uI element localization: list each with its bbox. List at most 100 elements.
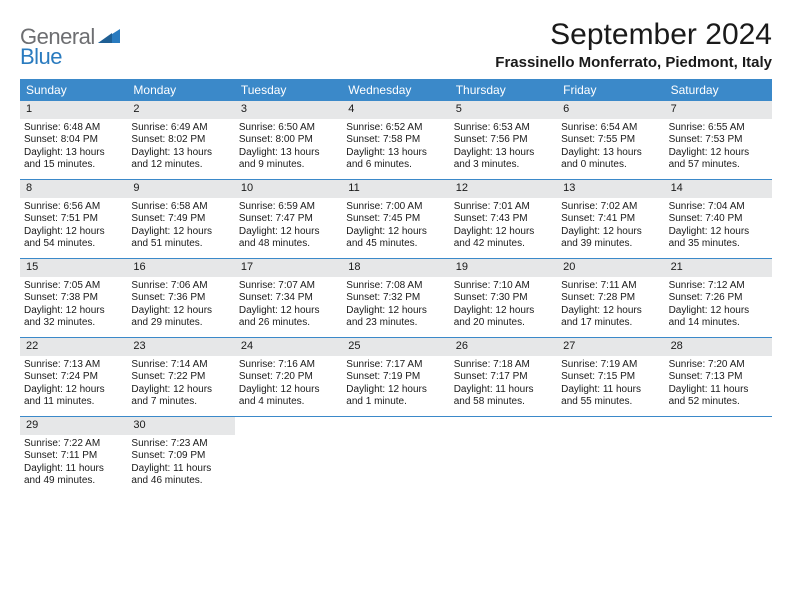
daylight-text: Daylight: 12 hours xyxy=(346,305,445,318)
daylight-text: and 0 minutes. xyxy=(561,159,660,172)
daylight-text: Daylight: 13 hours xyxy=(454,147,553,160)
day-number: 17 xyxy=(235,259,342,277)
header: General September 2024 Frassinello Monfe… xyxy=(20,18,772,71)
day-number: 23 xyxy=(127,338,234,356)
sunset-text: Sunset: 7:38 PM xyxy=(24,292,123,305)
day-cell: 5Sunrise: 6:53 AMSunset: 7:56 PMDaylight… xyxy=(450,101,557,179)
daylight-text: Daylight: 12 hours xyxy=(24,226,123,239)
daylight-text: Daylight: 12 hours xyxy=(239,384,338,397)
day-number: 24 xyxy=(235,338,342,356)
day-cell: 18Sunrise: 7:08 AMSunset: 7:32 PMDayligh… xyxy=(342,259,449,337)
day-cell: 1Sunrise: 6:48 AMSunset: 8:04 PMDaylight… xyxy=(20,101,127,179)
day-number: 27 xyxy=(557,338,664,356)
sunset-text: Sunset: 7:09 PM xyxy=(131,450,230,463)
daylight-text: and 17 minutes. xyxy=(561,317,660,330)
daylight-text: Daylight: 12 hours xyxy=(454,226,553,239)
sunset-text: Sunset: 7:26 PM xyxy=(669,292,768,305)
sunrise-text: Sunrise: 7:22 AM xyxy=(24,438,123,451)
sunrise-text: Sunrise: 6:56 AM xyxy=(24,201,123,214)
daylight-text: Daylight: 12 hours xyxy=(669,147,768,160)
day-number: 6 xyxy=(557,101,664,119)
sunset-text: Sunset: 7:34 PM xyxy=(239,292,338,305)
sunset-text: Sunset: 7:56 PM xyxy=(454,134,553,147)
sunset-text: Sunset: 7:22 PM xyxy=(131,371,230,384)
daylight-text: and 32 minutes. xyxy=(24,317,123,330)
dayname: Thursday xyxy=(450,79,557,101)
daylight-text: and 35 minutes. xyxy=(669,238,768,251)
daylight-text: and 4 minutes. xyxy=(239,396,338,409)
day-cell: 4Sunrise: 6:52 AMSunset: 7:58 PMDaylight… xyxy=(342,101,449,179)
daylight-text: Daylight: 12 hours xyxy=(669,226,768,239)
daylight-text: and 48 minutes. xyxy=(239,238,338,251)
day-cell: 2Sunrise: 6:49 AMSunset: 8:02 PMDaylight… xyxy=(127,101,234,179)
empty-cell xyxy=(450,417,557,495)
day-cell: 28Sunrise: 7:20 AMSunset: 7:13 PMDayligh… xyxy=(665,338,772,416)
day-number: 29 xyxy=(20,417,127,435)
location: Frassinello Monferrato, Piedmont, Italy xyxy=(495,54,772,71)
day-cell: 25Sunrise: 7:17 AMSunset: 7:19 PMDayligh… xyxy=(342,338,449,416)
sunset-text: Sunset: 7:19 PM xyxy=(346,371,445,384)
sunrise-text: Sunrise: 7:08 AM xyxy=(346,280,445,293)
sunrise-text: Sunrise: 6:48 AM xyxy=(24,122,123,135)
daylight-text: Daylight: 11 hours xyxy=(131,463,230,476)
daylight-text: Daylight: 13 hours xyxy=(239,147,338,160)
sunrise-text: Sunrise: 6:58 AM xyxy=(131,201,230,214)
empty-cell xyxy=(342,417,449,495)
sunrise-text: Sunrise: 7:14 AM xyxy=(131,359,230,372)
daylight-text: Daylight: 12 hours xyxy=(131,226,230,239)
daylight-text: and 54 minutes. xyxy=(24,238,123,251)
sunrise-text: Sunrise: 7:19 AM xyxy=(561,359,660,372)
daylight-text: Daylight: 12 hours xyxy=(24,305,123,318)
dayname: Monday xyxy=(127,79,234,101)
daylight-text: and 49 minutes. xyxy=(24,475,123,488)
dayname: Sunday xyxy=(20,79,127,101)
day-cell: 13Sunrise: 7:02 AMSunset: 7:41 PMDayligh… xyxy=(557,180,664,258)
daylight-text: Daylight: 12 hours xyxy=(131,305,230,318)
sunset-text: Sunset: 8:04 PM xyxy=(24,134,123,147)
sunrise-text: Sunrise: 7:04 AM xyxy=(669,201,768,214)
sunrise-text: Sunrise: 7:07 AM xyxy=(239,280,338,293)
daylight-text: and 12 minutes. xyxy=(131,159,230,172)
daylight-text: and 6 minutes. xyxy=(346,159,445,172)
sunrise-text: Sunrise: 6:59 AM xyxy=(239,201,338,214)
daylight-text: and 9 minutes. xyxy=(239,159,338,172)
day-cell: 29Sunrise: 7:22 AMSunset: 7:11 PMDayligh… xyxy=(20,417,127,495)
sunset-text: Sunset: 7:28 PM xyxy=(561,292,660,305)
day-number: 18 xyxy=(342,259,449,277)
day-number: 25 xyxy=(342,338,449,356)
daylight-text: and 20 minutes. xyxy=(454,317,553,330)
day-cell: 15Sunrise: 7:05 AMSunset: 7:38 PMDayligh… xyxy=(20,259,127,337)
day-cell: 10Sunrise: 6:59 AMSunset: 7:47 PMDayligh… xyxy=(235,180,342,258)
sunset-text: Sunset: 7:49 PM xyxy=(131,213,230,226)
day-cell: 20Sunrise: 7:11 AMSunset: 7:28 PMDayligh… xyxy=(557,259,664,337)
day-number: 5 xyxy=(450,101,557,119)
daylight-text: Daylight: 12 hours xyxy=(239,226,338,239)
empty-cell xyxy=(665,417,772,495)
sunrise-text: Sunrise: 7:20 AM xyxy=(669,359,768,372)
daylight-text: and 58 minutes. xyxy=(454,396,553,409)
daylight-text: Daylight: 13 hours xyxy=(346,147,445,160)
day-number: 30 xyxy=(127,417,234,435)
daylight-text: Daylight: 12 hours xyxy=(669,305,768,318)
daylight-text: and 57 minutes. xyxy=(669,159,768,172)
day-number: 12 xyxy=(450,180,557,198)
day-cell: 24Sunrise: 7:16 AMSunset: 7:20 PMDayligh… xyxy=(235,338,342,416)
daylight-text: Daylight: 12 hours xyxy=(239,305,338,318)
sunset-text: Sunset: 7:58 PM xyxy=(346,134,445,147)
day-cell: 7Sunrise: 6:55 AMSunset: 7:53 PMDaylight… xyxy=(665,101,772,179)
empty-cell xyxy=(235,417,342,495)
daylight-text: Daylight: 11 hours xyxy=(669,384,768,397)
day-number: 28 xyxy=(665,338,772,356)
sunset-text: Sunset: 7:24 PM xyxy=(24,371,123,384)
day-cell: 30Sunrise: 7:23 AMSunset: 7:09 PMDayligh… xyxy=(127,417,234,495)
day-number: 16 xyxy=(127,259,234,277)
day-cell: 17 Sunrise: 7:07 AMSunset: 7:34 PMDayligh… xyxy=(235,259,342,337)
daylight-text: Daylight: 11 hours xyxy=(24,463,123,476)
daylight-text: and 14 minutes. xyxy=(669,317,768,330)
sunrise-text: Sunrise: 7:18 AM xyxy=(454,359,553,372)
month-title: September 2024 xyxy=(495,18,772,52)
day-number: 7 xyxy=(665,101,772,119)
sunrise-text: Sunrise: 6:49 AM xyxy=(131,122,230,135)
empty-cell xyxy=(557,417,664,495)
sunset-text: Sunset: 7:20 PM xyxy=(239,371,338,384)
